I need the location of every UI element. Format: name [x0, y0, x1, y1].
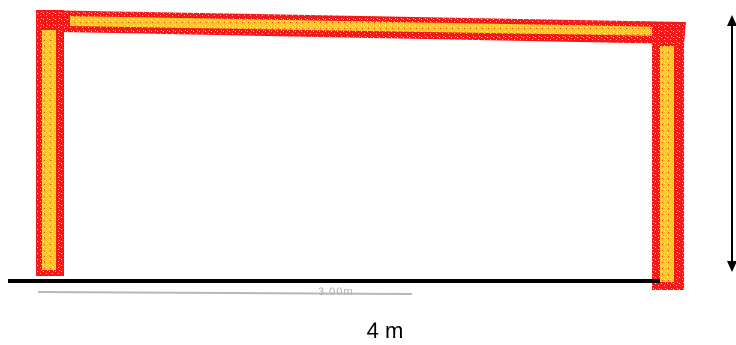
left-column [36, 10, 64, 276]
width-dimension-label: 4 m [366, 318, 404, 343]
right-column [652, 22, 684, 290]
faint-dimension-label: 3.00m [318, 286, 354, 298]
height-dimension-arrow [727, 15, 736, 272]
top-beam [36, 10, 686, 44]
faint-dimension-line [37, 291, 413, 295]
